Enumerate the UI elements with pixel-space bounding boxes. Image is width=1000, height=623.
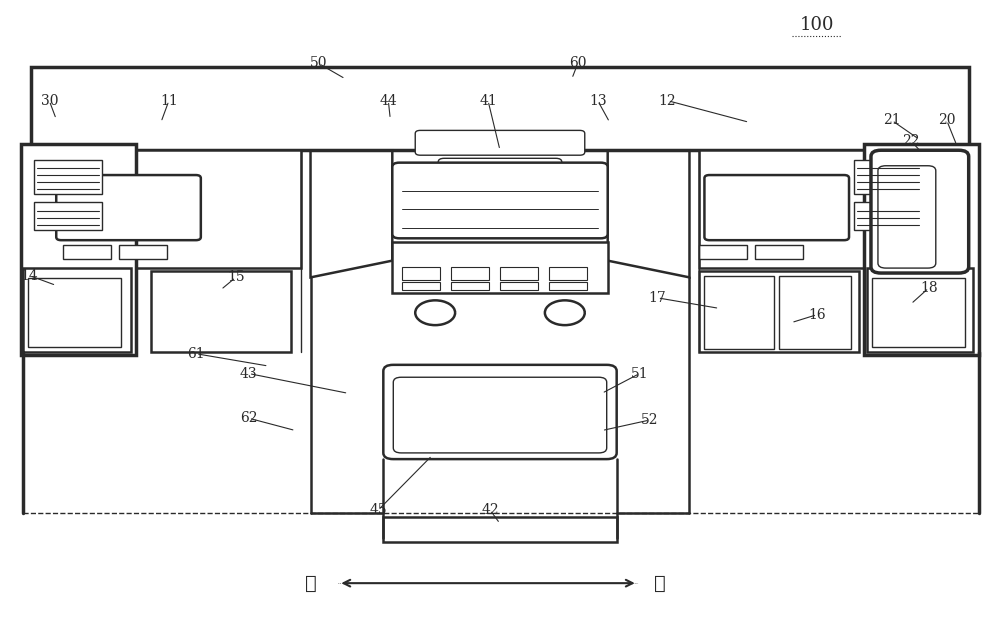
Text: 22: 22 <box>902 134 920 148</box>
Text: 52: 52 <box>641 413 658 427</box>
Text: 17: 17 <box>649 291 666 305</box>
FancyBboxPatch shape <box>438 158 562 178</box>
FancyBboxPatch shape <box>415 130 585 155</box>
Bar <box>704 275 774 349</box>
Bar <box>151 271 291 352</box>
Bar <box>500 267 538 280</box>
Bar <box>402 267 440 280</box>
Text: 30: 30 <box>41 93 58 108</box>
FancyBboxPatch shape <box>393 378 607 453</box>
Bar <box>402 282 440 290</box>
Bar <box>23 268 131 352</box>
Text: 43: 43 <box>240 366 258 381</box>
Bar <box>872 278 965 348</box>
Text: 20: 20 <box>938 113 956 128</box>
Text: 13: 13 <box>589 93 607 108</box>
Bar <box>755 245 803 259</box>
Text: 12: 12 <box>659 93 676 108</box>
FancyBboxPatch shape <box>871 150 969 273</box>
Bar <box>383 518 617 542</box>
Bar <box>34 159 102 194</box>
Text: 45: 45 <box>370 503 387 517</box>
FancyBboxPatch shape <box>704 175 849 240</box>
Bar <box>451 282 489 290</box>
Text: 14: 14 <box>20 269 38 282</box>
Bar <box>31 67 969 150</box>
Text: 21: 21 <box>883 113 901 128</box>
Bar <box>854 159 922 194</box>
Text: 61: 61 <box>187 346 205 361</box>
Text: 60: 60 <box>569 57 587 70</box>
Text: 左: 左 <box>305 574 316 592</box>
Bar <box>34 202 102 230</box>
Text: 18: 18 <box>920 281 938 295</box>
Bar <box>500 282 538 290</box>
FancyBboxPatch shape <box>878 166 936 268</box>
Bar <box>699 271 859 352</box>
Text: 44: 44 <box>379 93 397 108</box>
Bar <box>699 150 959 268</box>
Text: 11: 11 <box>160 93 178 108</box>
FancyBboxPatch shape <box>383 365 617 459</box>
Bar <box>392 242 608 293</box>
Bar <box>549 267 587 280</box>
Text: 15: 15 <box>227 270 245 284</box>
Bar <box>867 268 973 352</box>
Bar <box>779 275 851 349</box>
Bar <box>28 278 121 348</box>
Bar <box>854 202 922 230</box>
Bar <box>699 245 747 259</box>
FancyBboxPatch shape <box>56 175 201 240</box>
Bar <box>41 150 301 268</box>
Text: 16: 16 <box>808 308 826 321</box>
Text: 62: 62 <box>240 411 257 425</box>
Text: 100: 100 <box>800 16 834 34</box>
Bar <box>21 144 136 355</box>
FancyBboxPatch shape <box>392 163 608 239</box>
Text: 41: 41 <box>479 93 497 108</box>
Bar <box>451 267 489 280</box>
Text: 50: 50 <box>310 57 327 70</box>
Bar <box>864 144 979 355</box>
Text: 51: 51 <box>631 366 648 381</box>
Bar <box>549 282 587 290</box>
Text: 42: 42 <box>481 503 499 517</box>
Text: 右: 右 <box>654 574 665 592</box>
Bar <box>63 245 111 259</box>
Bar <box>119 245 167 259</box>
